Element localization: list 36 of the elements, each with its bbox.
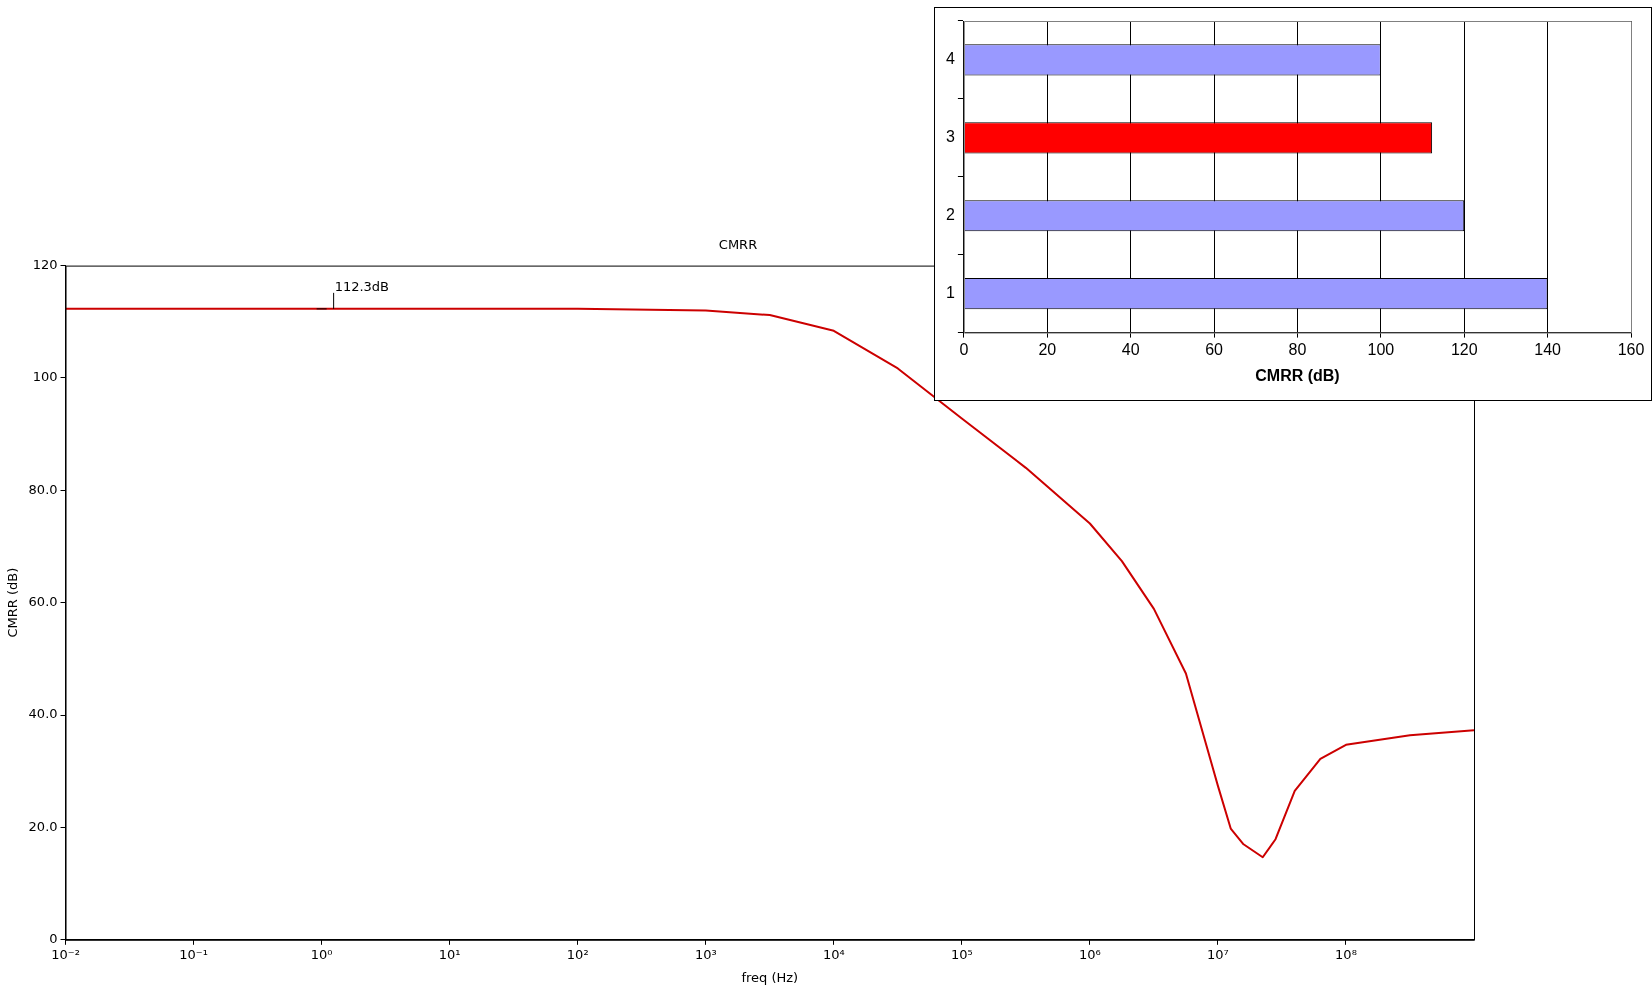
x-tick-label: 10⁰ — [310, 946, 333, 962]
y-tick-label: 1 — [945, 284, 955, 302]
x-tick-label: 20 — [1038, 340, 1057, 358]
y-tick-label: 3 — [945, 128, 955, 146]
y-tick-label: 40.0 — [28, 706, 58, 722]
x-tick-label: 100 — [1367, 340, 1395, 358]
x-tick-label: 60 — [1205, 340, 1224, 358]
y-tick-label: 2 — [945, 206, 955, 224]
x-axis-title: CMRR (dB) — [1255, 366, 1340, 384]
x-tick-label: 160 — [1617, 340, 1645, 358]
x-tick-label: 120 — [1450, 340, 1478, 358]
x-tick-label: 10⁻² — [51, 946, 80, 962]
x-tick-label: 80 — [1288, 340, 1307, 358]
x-tick-label: 40 — [1121, 340, 1140, 358]
y-tick-label: 4 — [945, 50, 955, 68]
x-tick-label: 10⁵ — [950, 946, 973, 962]
x-axis-title: freq (Hz) — [741, 969, 799, 985]
x-tick-label: 10⁸ — [1335, 946, 1357, 962]
y-tick-label: 120 — [32, 256, 58, 272]
x-tick-label: 140 — [1534, 340, 1562, 358]
x-tick-label: 10³ — [694, 946, 717, 962]
y-axis-title: CMRR (dB) — [5, 567, 21, 638]
x-tick-label: 10⁶ — [1078, 946, 1101, 962]
x-tick-label: 10² — [566, 946, 589, 962]
y-tick-label: 80.0 — [28, 481, 58, 497]
y-tick-label: 60.0 — [28, 594, 58, 610]
annotation: 112.3dB — [334, 278, 390, 294]
x-tick-label: 10⁻¹ — [179, 946, 208, 962]
x-tick-label: 10⁴ — [822, 946, 845, 962]
y-tick-label: 0 — [49, 931, 58, 947]
y-tick-label: 100 — [32, 369, 58, 385]
y-tick-label: 20.0 — [28, 818, 58, 834]
x-tick-label: 10⁷ — [1207, 946, 1229, 962]
chart-title: CMRR — [718, 237, 758, 253]
x-tick-label: 0 — [959, 340, 969, 358]
x-tick-label: 10¹ — [438, 946, 461, 962]
